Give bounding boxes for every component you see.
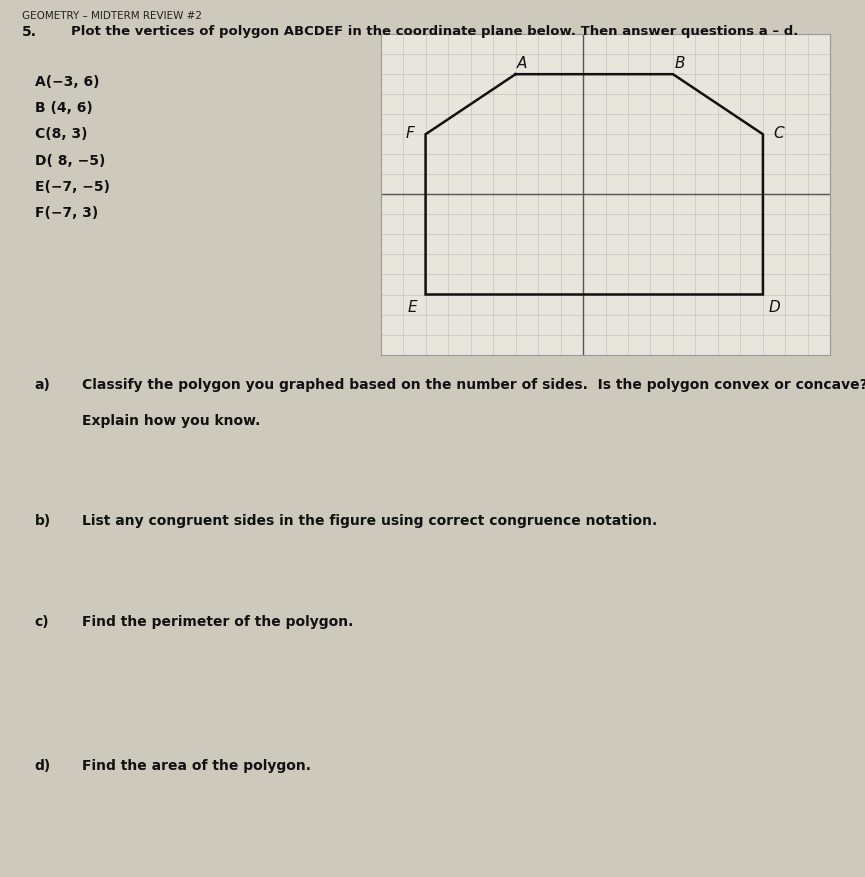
Text: d): d) <box>35 759 51 773</box>
Text: F: F <box>406 125 414 140</box>
Text: List any congruent sides in the figure using correct congruence notation.: List any congruent sides in the figure u… <box>82 513 657 527</box>
Text: Classify the polygon you graphed based on the number of sides.  Is the polygon c: Classify the polygon you graphed based o… <box>82 377 865 391</box>
Text: Plot the vertices of polygon ABCDEF in the coordinate plane below. Then answer q: Plot the vertices of polygon ABCDEF in t… <box>71 25 798 38</box>
Text: A: A <box>517 55 528 70</box>
Text: Find the area of the polygon.: Find the area of the polygon. <box>82 759 311 773</box>
Text: Find the perimeter of the polygon.: Find the perimeter of the polygon. <box>82 614 354 628</box>
Text: GEOMETRY – MIDTERM REVIEW #2: GEOMETRY – MIDTERM REVIEW #2 <box>22 11 202 20</box>
Text: E: E <box>407 300 417 315</box>
Text: a): a) <box>35 377 50 391</box>
Text: Explain how you know.: Explain how you know. <box>82 414 260 428</box>
Text: c): c) <box>35 614 49 628</box>
Text: D: D <box>768 300 780 315</box>
Text: B (4, 6): B (4, 6) <box>35 101 93 115</box>
Text: B: B <box>675 55 685 70</box>
Text: E(−7, −5): E(−7, −5) <box>35 180 110 194</box>
Text: C(8, 3): C(8, 3) <box>35 127 87 141</box>
Text: D( 8, −5): D( 8, −5) <box>35 153 105 168</box>
Text: 5.: 5. <box>22 25 36 39</box>
Text: C: C <box>773 125 784 140</box>
Text: b): b) <box>35 513 51 527</box>
Text: F(−7, 3): F(−7, 3) <box>35 206 98 220</box>
Text: A(−3, 6): A(−3, 6) <box>35 75 99 89</box>
